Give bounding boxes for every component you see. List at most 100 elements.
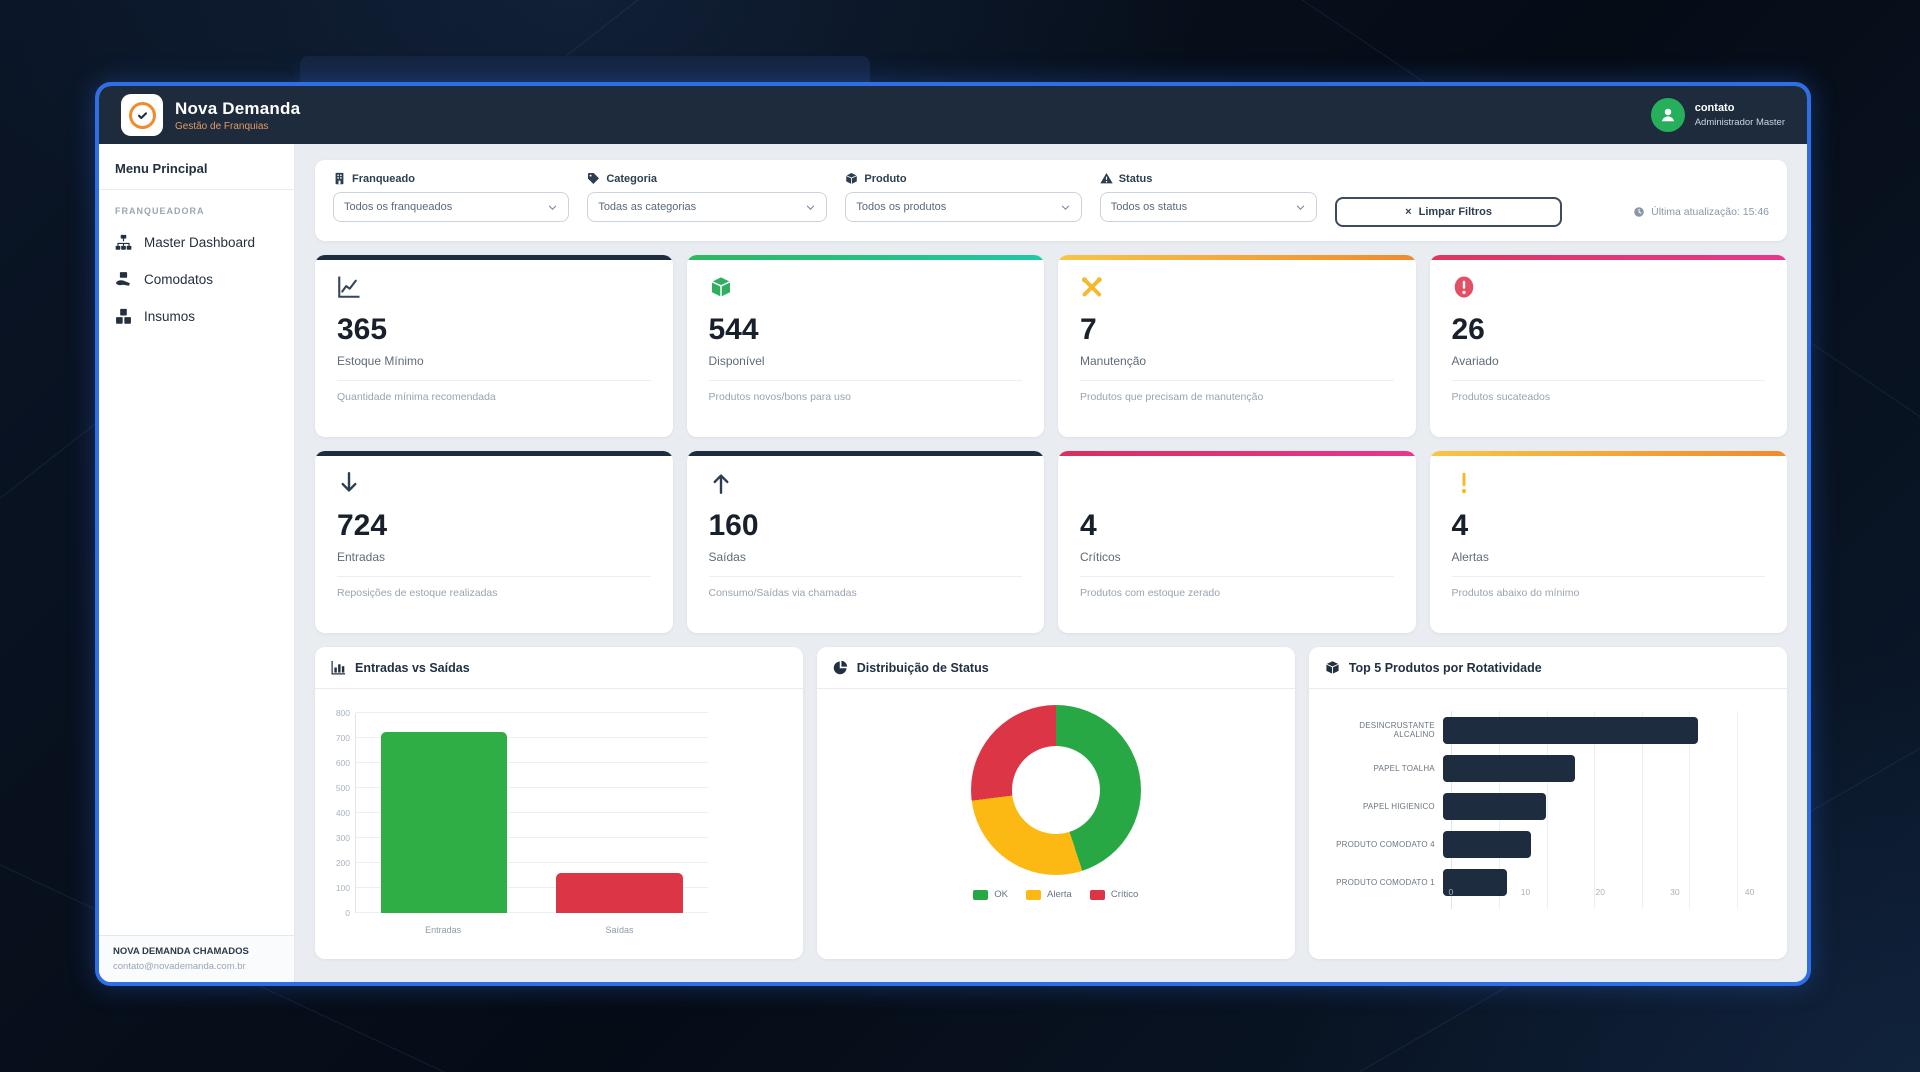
sidebar-item-insumos[interactable]: Insumos	[99, 298, 294, 335]
clear-filters-button[interactable]: × Limpar Filtros	[1335, 197, 1562, 227]
x-axis-tick: 0	[1448, 887, 1454, 897]
franqueado-select[interactable]: Todos os franqueados	[333, 192, 570, 222]
clock-icon	[1634, 207, 1644, 217]
stat-card-estoque-minimo: 365 Estoque Mínimo Quantidade mínima rec…	[315, 255, 673, 437]
hbar-category-label: DESINCRUSTANTE ALCALINO	[1359, 721, 1435, 739]
box-icon	[711, 277, 730, 297]
avatar	[1650, 98, 1685, 132]
bar-chart-icon	[331, 660, 346, 675]
charts-row: Entradas vs Saídas 0 100 200 300 400 500 600 70…	[315, 647, 1787, 959]
gridline	[1546, 711, 1548, 909]
sidebar-item-comodatos[interactable]: Comodatos	[99, 261, 294, 298]
distribuicao-status-card: Distribuição de Status OK Alerta Crítico	[816, 647, 1295, 959]
stat-description: Reposições de estoque realizadas	[337, 587, 498, 599]
bar-chart-plot: 0 100 200 300 400 500 600 700 800	[336, 708, 708, 918]
chart-title: Distribuição de Status	[856, 660, 989, 675]
gridline	[356, 762, 708, 763]
legend-label: Alerta	[1047, 889, 1072, 900]
gridline	[356, 737, 708, 738]
stat-value: 7	[1080, 313, 1097, 346]
app-logo	[121, 94, 163, 136]
filter-label: Produto	[864, 172, 907, 185]
filter-label: Franqueado	[352, 172, 415, 185]
stat-label: Disponível	[708, 354, 765, 368]
gridline	[356, 712, 708, 713]
select-value: Todos os franqueados	[344, 201, 453, 213]
main-content: Franqueado Todos os franqueados Categori…	[295, 144, 1807, 982]
legend-swatch	[1026, 889, 1041, 900]
chevron-down-icon	[1061, 205, 1069, 210]
app-header: Nova Demanda Gestão de Franquias contato…	[99, 86, 1807, 144]
chart-legend: OK Alerta Crítico	[973, 889, 1138, 900]
divider	[337, 380, 651, 381]
app-subtitle: Gestão de Franquias	[175, 120, 269, 132]
gridline	[356, 862, 708, 863]
gridline	[1641, 711, 1643, 909]
produto-select[interactable]: Todos os produtos	[845, 192, 1082, 222]
stat-card-manutencao: 7 Manutenção Produtos que precisam de ma…	[1058, 255, 1416, 437]
sidebar-item-label: Insumos	[144, 309, 196, 324]
sidebar: Menu Principal FRANQUEADORA Master Dashb…	[99, 144, 295, 982]
gridline	[356, 837, 708, 838]
clear-filters-label: Limpar Filtros	[1418, 206, 1492, 218]
stat-description: Produtos com estoque zerado	[1080, 587, 1221, 599]
stat-description: Produtos que precisam de manutenção	[1080, 391, 1264, 403]
filter-group-produto: Produto Todos os produtos	[845, 172, 1082, 222]
gridline	[356, 812, 708, 813]
filter-clear-wrap: × Limpar Filtros	[1335, 172, 1562, 227]
gridline	[356, 787, 708, 788]
hbar-category-label: PRODUTO COMODATO 4	[1336, 839, 1435, 849]
box-icon	[1326, 661, 1339, 674]
top5-produtos-chart: DESINCRUSTANTE ALCALINO PAPEL TOALHA PAPEL…	[1309, 689, 1787, 959]
divider	[708, 576, 1022, 577]
filter-label: Status	[1118, 172, 1153, 185]
status-select[interactable]: Todos os status	[1099, 192, 1318, 222]
y-axis-tick: 200	[335, 858, 350, 868]
line-chart-icon	[338, 276, 360, 298]
user-menu[interactable]: contato Administrador Master	[1650, 98, 1785, 132]
sidebar-footer: NOVA DEMANDA CHAMADOS contato@novademand…	[99, 935, 294, 982]
stat-value: 4	[1451, 509, 1469, 542]
stat-card-criticos: 4 Críticos Produtos com estoque zerado	[1058, 451, 1416, 633]
last-update-wrap: Última atualização: 15:46	[1580, 172, 1769, 227]
y-axis-tick: 0	[345, 908, 350, 918]
filter-group-franqueado: Franqueado Todos os franqueados	[333, 172, 570, 222]
filter-bar: Franqueado Todos os franqueados Categori…	[315, 160, 1787, 241]
y-axis-tick: 600	[335, 758, 350, 768]
stats-row-2: 724 Entradas Reposições de estoque reali…	[315, 451, 1787, 633]
stat-label: Avariado	[1451, 354, 1499, 368]
person-icon	[1661, 108, 1674, 122]
filter-group-categoria: Categoria Todas as categorias	[587, 172, 828, 222]
select-value: Todas as categorias	[598, 201, 697, 213]
legend-label: Crítico	[1110, 889, 1139, 900]
hbar-category-label: PAPEL TOALHA	[1373, 763, 1435, 773]
legend-item: OK	[973, 889, 1008, 900]
distribuicao-status-chart: OK Alerta Crítico	[817, 689, 1295, 959]
sidebar-footer-title: NOVA DEMANDA CHAMADOS	[113, 946, 249, 957]
stat-description: Quantidade mínima recomendada	[337, 391, 496, 403]
hbar-track	[1442, 792, 1737, 820]
gridline	[1736, 711, 1738, 909]
check-badge-icon	[128, 101, 156, 129]
sidebar-item-master-dashboard[interactable]: Master Dashboard	[99, 224, 294, 261]
bar-entradas	[380, 732, 508, 913]
stat-card-avariado: 26 Avariado Produtos sucateados	[1429, 255, 1787, 437]
y-axis-tick: 400	[335, 808, 350, 818]
handshake-icon	[116, 272, 130, 286]
divider	[1080, 576, 1394, 577]
donut-hole	[1011, 746, 1100, 834]
alert-circle-icon	[1454, 276, 1473, 298]
categoria-select[interactable]: Todas as categorias	[587, 192, 828, 222]
stat-label: Alertas	[1451, 550, 1489, 564]
stat-card-entradas: 724 Entradas Reposições de estoque reali…	[315, 451, 673, 633]
chart-title: Entradas vs Saídas	[355, 660, 470, 675]
legend-swatch	[973, 889, 989, 900]
gridline	[356, 912, 708, 913]
entradas-saidas-card: Entradas vs Saídas 0 100 200 300 400 500 600 70…	[315, 647, 803, 959]
arrow-up-icon	[713, 474, 728, 494]
hbar-track	[1442, 830, 1737, 858]
pie-chart-icon	[833, 660, 847, 675]
x-axis-tick: 30	[1670, 887, 1680, 897]
sitemap-icon	[115, 234, 132, 250]
stat-value: 26	[1451, 313, 1485, 346]
